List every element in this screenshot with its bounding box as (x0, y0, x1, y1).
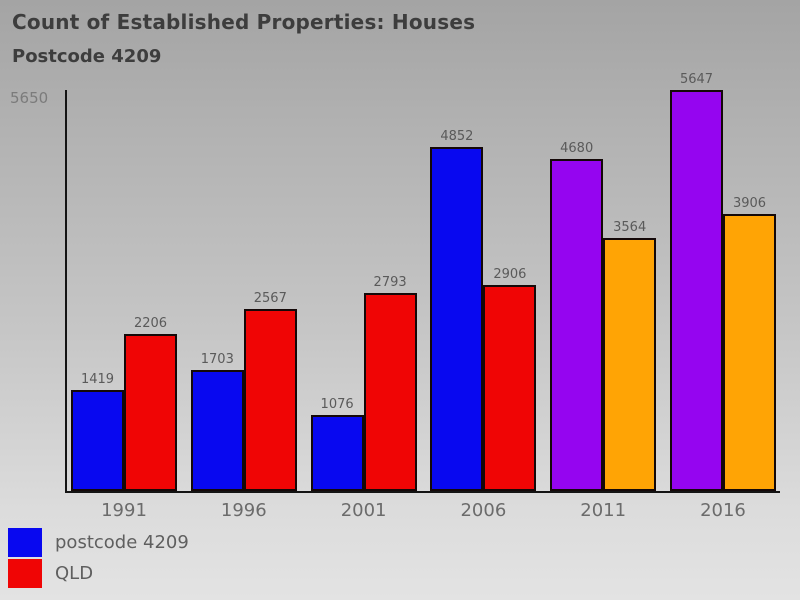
legend: postcode 4209 QLD (8, 527, 189, 589)
bar-wrap: 3564 (603, 220, 657, 491)
bar-value-label: 1419 (80, 372, 115, 388)
bar-postcode-4209-2016 (669, 90, 723, 491)
legend-row: QLD (8, 558, 189, 589)
bar-group-1996: 1703 2567 1996 (190, 90, 297, 521)
bar-value-label: 2567 (253, 290, 287, 306)
bar-wrap: 2793 (363, 275, 417, 491)
x-axis-tick-label: 1996 (220, 500, 267, 521)
bar-group-2006: 4852 2906 2006 (430, 90, 537, 521)
bar-wrap: 3906 (722, 196, 776, 491)
bar-postcode-4209-2011 (550, 158, 604, 491)
bar-value-label: 1703 (200, 352, 234, 368)
bar-value-label: 1076 (320, 396, 354, 412)
bar-wrap: 1076 (310, 397, 364, 491)
legend-label: postcode 4209 (55, 532, 189, 553)
bar-postcode-4209-1991 (71, 390, 124, 491)
bar-wrap: 2206 (124, 316, 177, 491)
bar-value-label: 3906 (732, 195, 767, 211)
bar-QLD-1991 (124, 334, 177, 491)
x-axis-tick-label: 2016 (700, 500, 746, 521)
bar-value-label: 4852 (440, 128, 474, 144)
bar-postcode-4209-2001 (310, 414, 364, 491)
bar-value-label: 4680 (560, 140, 594, 156)
bar-QLD-2016 (722, 213, 776, 491)
bar-wrap: 5647 (669, 72, 723, 491)
bar-postcode-4209-1996 (190, 370, 244, 491)
x-axis-tick-label: 2001 (340, 500, 387, 521)
bar-wrap: 1703 (190, 352, 244, 491)
bar-group-2001: 1076 2793 2001 (310, 90, 417, 521)
bar-QLD-2001 (363, 292, 417, 491)
bar-QLD-2011 (603, 238, 657, 491)
legend-swatch-icon (8, 559, 42, 588)
bar-wrap: 1419 (71, 372, 124, 491)
plot-area: 1419 2206 1991 1703 2567 1996 1076 2793 2001 4852… (65, 72, 780, 521)
bar-wrap: 2567 (243, 291, 297, 491)
legend-label: QLD (55, 563, 94, 584)
y-axis-max-tick-label: 5650 (10, 89, 49, 107)
bar-group-2016: 5647 3906 2016 (669, 72, 776, 521)
bar-value-label: 2206 (133, 316, 168, 332)
bar-value-label: 2793 (373, 274, 407, 290)
bar-value-label: 5647 (679, 72, 714, 88)
bar-postcode-4209-2006 (430, 146, 484, 491)
bar-wrap: 4680 (550, 141, 604, 491)
x-axis-tick-label: 1991 (101, 500, 147, 521)
x-axis-tick-label: 2006 (460, 500, 507, 521)
bar-wrap: 4852 (430, 129, 484, 491)
chart-subtitle: Postcode 4209 (12, 46, 162, 67)
bar-QLD-2006 (483, 284, 537, 491)
bar-wrap: 2906 (483, 267, 537, 491)
bar-group-1991: 1419 2206 1991 (71, 90, 177, 521)
bar-group-2011: 4680 3564 2011 (550, 90, 657, 521)
x-axis-tick-label: 2011 (580, 500, 627, 521)
legend-row: postcode 4209 (8, 527, 189, 558)
legend-swatch-icon (8, 528, 42, 557)
bar-QLD-1996 (243, 308, 297, 491)
bar-value-label: 2906 (493, 266, 527, 282)
bar-value-label: 3564 (613, 220, 647, 236)
chart-title: Count of Established Properties: Houses (12, 10, 476, 34)
